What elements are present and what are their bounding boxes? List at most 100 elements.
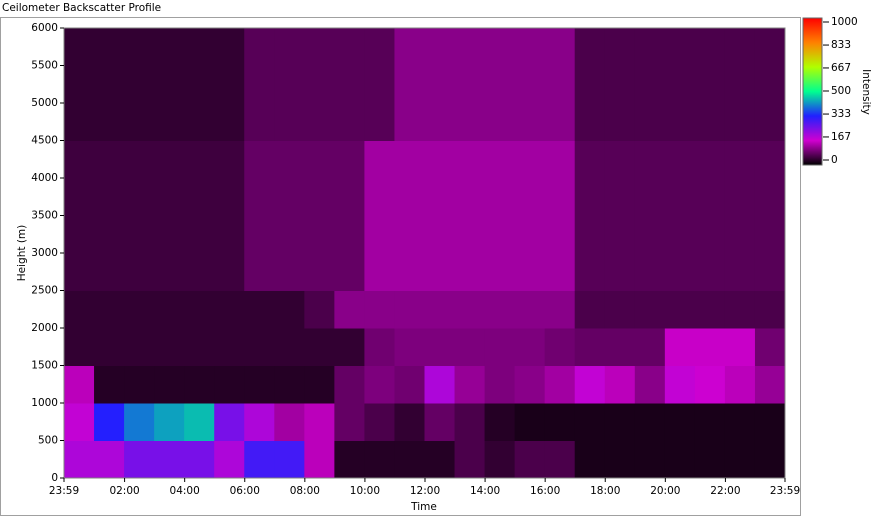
y-tick-label: 500 xyxy=(38,435,58,447)
heatmap-cell xyxy=(574,178,606,216)
heatmap-cell xyxy=(214,103,245,141)
heatmap-cell xyxy=(664,403,696,441)
heatmap-cell xyxy=(574,215,606,254)
heatmap-cell xyxy=(304,253,335,291)
heatmap-cell xyxy=(304,103,335,141)
heatmap-cell xyxy=(694,65,726,104)
heatmap-cell xyxy=(754,103,786,141)
heatmap-cell xyxy=(274,440,305,479)
heatmap-cell xyxy=(724,440,756,479)
heatmap-cell xyxy=(124,65,155,104)
heatmap-cell xyxy=(244,328,275,366)
heatmap-cell xyxy=(544,140,576,179)
heatmap-cell xyxy=(424,215,456,254)
y-tick-label: 1000 xyxy=(31,397,58,409)
x-tick-label: 23:59 xyxy=(49,485,79,497)
heatmap-cell xyxy=(334,103,365,141)
heatmap-cell xyxy=(514,140,546,179)
heatmap-cell xyxy=(544,103,576,141)
heatmap-cell xyxy=(634,103,666,141)
heatmap-cell xyxy=(664,215,696,254)
heatmap-cell xyxy=(214,365,245,404)
heatmap-cell xyxy=(694,403,726,441)
heatmap-cell xyxy=(124,253,155,291)
x-tick-label: 16:00 xyxy=(530,485,560,497)
heatmap-cell xyxy=(364,103,395,141)
heatmap-cell xyxy=(724,253,756,291)
heatmap-cell xyxy=(484,328,516,366)
heatmap-cell xyxy=(364,290,395,329)
heatmap-cell xyxy=(514,365,546,404)
x-tick-label: 12:00 xyxy=(410,485,440,497)
heatmap-cell xyxy=(94,365,125,404)
heatmap-cell xyxy=(124,290,155,329)
heatmap-cell xyxy=(274,215,305,254)
heatmap-cell xyxy=(64,103,95,141)
colorbar-tick-label: 1000 xyxy=(831,16,858,28)
heatmap-cell xyxy=(754,140,786,179)
heatmap-cell xyxy=(664,365,696,404)
heatmap-cell xyxy=(604,215,636,254)
heatmap-cell xyxy=(664,65,696,104)
heatmap-cell xyxy=(484,140,516,179)
heatmap-cell xyxy=(184,215,215,254)
heatmap-cell xyxy=(694,140,726,179)
heatmap-cell xyxy=(184,440,215,479)
heatmap-cell xyxy=(304,328,335,366)
heatmap-cell xyxy=(664,253,696,291)
heatmap-cell xyxy=(364,28,395,66)
heatmap-cell xyxy=(304,140,335,179)
heatmap-cell xyxy=(574,28,606,66)
heatmap-cell xyxy=(394,65,425,104)
heatmap-cell xyxy=(364,65,395,104)
heatmap-cell xyxy=(424,28,456,66)
heatmap-cell xyxy=(154,103,185,141)
heatmap-cell xyxy=(304,365,335,404)
heatmap-cell xyxy=(514,65,546,104)
heatmap-cell xyxy=(634,403,666,441)
heatmap-cell xyxy=(94,253,125,291)
heatmap-cell xyxy=(634,140,666,179)
heatmap-cell xyxy=(214,403,245,441)
heatmap-cell xyxy=(184,140,215,179)
heatmap-cell xyxy=(274,328,305,366)
heatmap-cell xyxy=(634,65,666,104)
heatmap-cell xyxy=(124,403,155,441)
heatmap-cell xyxy=(634,178,666,216)
heatmap-cell xyxy=(424,65,456,104)
heatmap-cell xyxy=(394,365,425,404)
heatmap-cell xyxy=(64,365,95,404)
heatmap-cell xyxy=(64,28,95,66)
heatmap-cell xyxy=(754,253,786,291)
heatmap-cell xyxy=(754,215,786,254)
heatmap-cell xyxy=(634,28,666,66)
heatmap-cell xyxy=(424,178,456,216)
x-tick-label: 14:00 xyxy=(470,485,500,497)
heatmap-cell xyxy=(334,290,365,329)
heatmap-cell xyxy=(574,103,606,141)
heatmap-cell xyxy=(604,178,636,216)
heatmap-cell xyxy=(274,403,305,441)
heatmap-cell xyxy=(214,290,245,329)
heatmap-cell xyxy=(184,328,215,366)
heatmap-cell xyxy=(514,290,546,329)
heatmap-cell xyxy=(154,215,185,254)
heatmap-cell xyxy=(514,440,546,479)
heatmap-cell xyxy=(64,140,95,179)
heatmap-cell xyxy=(664,440,696,479)
heatmap-cell xyxy=(544,65,576,104)
heatmap-cell xyxy=(154,365,185,404)
heatmap-cell xyxy=(274,178,305,216)
heatmap-cell xyxy=(154,140,185,179)
heatmap-cell xyxy=(694,215,726,254)
heatmap-cell xyxy=(544,178,576,216)
heatmap-cell xyxy=(604,365,636,404)
heatmap-cell xyxy=(334,403,365,441)
heatmap-cell xyxy=(754,328,786,366)
heatmap-cell xyxy=(364,403,395,441)
heatmap-cell xyxy=(334,28,365,66)
heatmap-cell xyxy=(94,178,125,216)
heatmap-cell xyxy=(664,28,696,66)
heatmap-cell xyxy=(154,65,185,104)
